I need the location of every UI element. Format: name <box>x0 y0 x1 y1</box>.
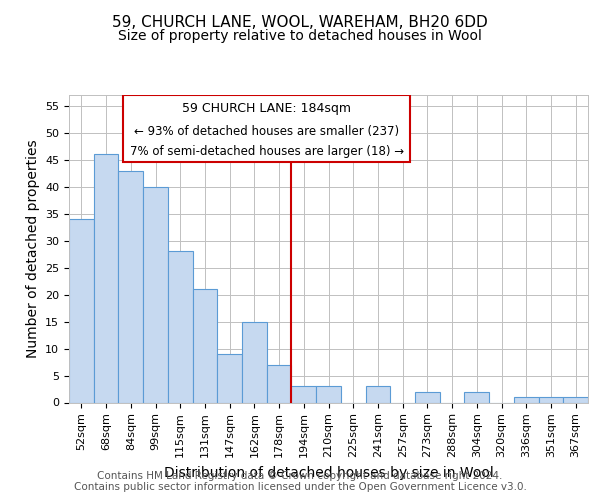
Bar <box>365 386 390 402</box>
Bar <box>118 170 143 402</box>
Bar <box>193 289 217 403</box>
Bar <box>267 364 292 403</box>
Bar <box>316 386 341 402</box>
Text: 59, CHURCH LANE, WOOL, WAREHAM, BH20 6DD: 59, CHURCH LANE, WOOL, WAREHAM, BH20 6DD <box>112 15 488 30</box>
Text: 59 CHURCH LANE: 184sqm: 59 CHURCH LANE: 184sqm <box>182 102 351 115</box>
Text: ← 93% of detached houses are smaller (237): ← 93% of detached houses are smaller (23… <box>134 125 399 138</box>
X-axis label: Distribution of detached houses by size in Wool: Distribution of detached houses by size … <box>164 466 493 479</box>
Bar <box>69 219 94 402</box>
FancyBboxPatch shape <box>124 95 410 162</box>
Bar <box>143 186 168 402</box>
Bar <box>514 397 539 402</box>
Text: Contains public sector information licensed under the Open Government Licence v3: Contains public sector information licen… <box>74 482 526 492</box>
Text: Size of property relative to detached houses in Wool: Size of property relative to detached ho… <box>118 29 482 43</box>
Bar <box>415 392 440 402</box>
Bar <box>94 154 118 402</box>
Bar <box>292 386 316 402</box>
Text: Contains HM Land Registry data © Crown copyright and database right 2024.: Contains HM Land Registry data © Crown c… <box>97 471 503 481</box>
Bar <box>217 354 242 403</box>
Bar <box>539 397 563 402</box>
Y-axis label: Number of detached properties: Number of detached properties <box>26 140 40 358</box>
Bar <box>168 252 193 402</box>
Text: 7% of semi-detached houses are larger (18) →: 7% of semi-detached houses are larger (1… <box>130 146 404 158</box>
Bar <box>563 397 588 402</box>
Bar <box>242 322 267 402</box>
Bar <box>464 392 489 402</box>
